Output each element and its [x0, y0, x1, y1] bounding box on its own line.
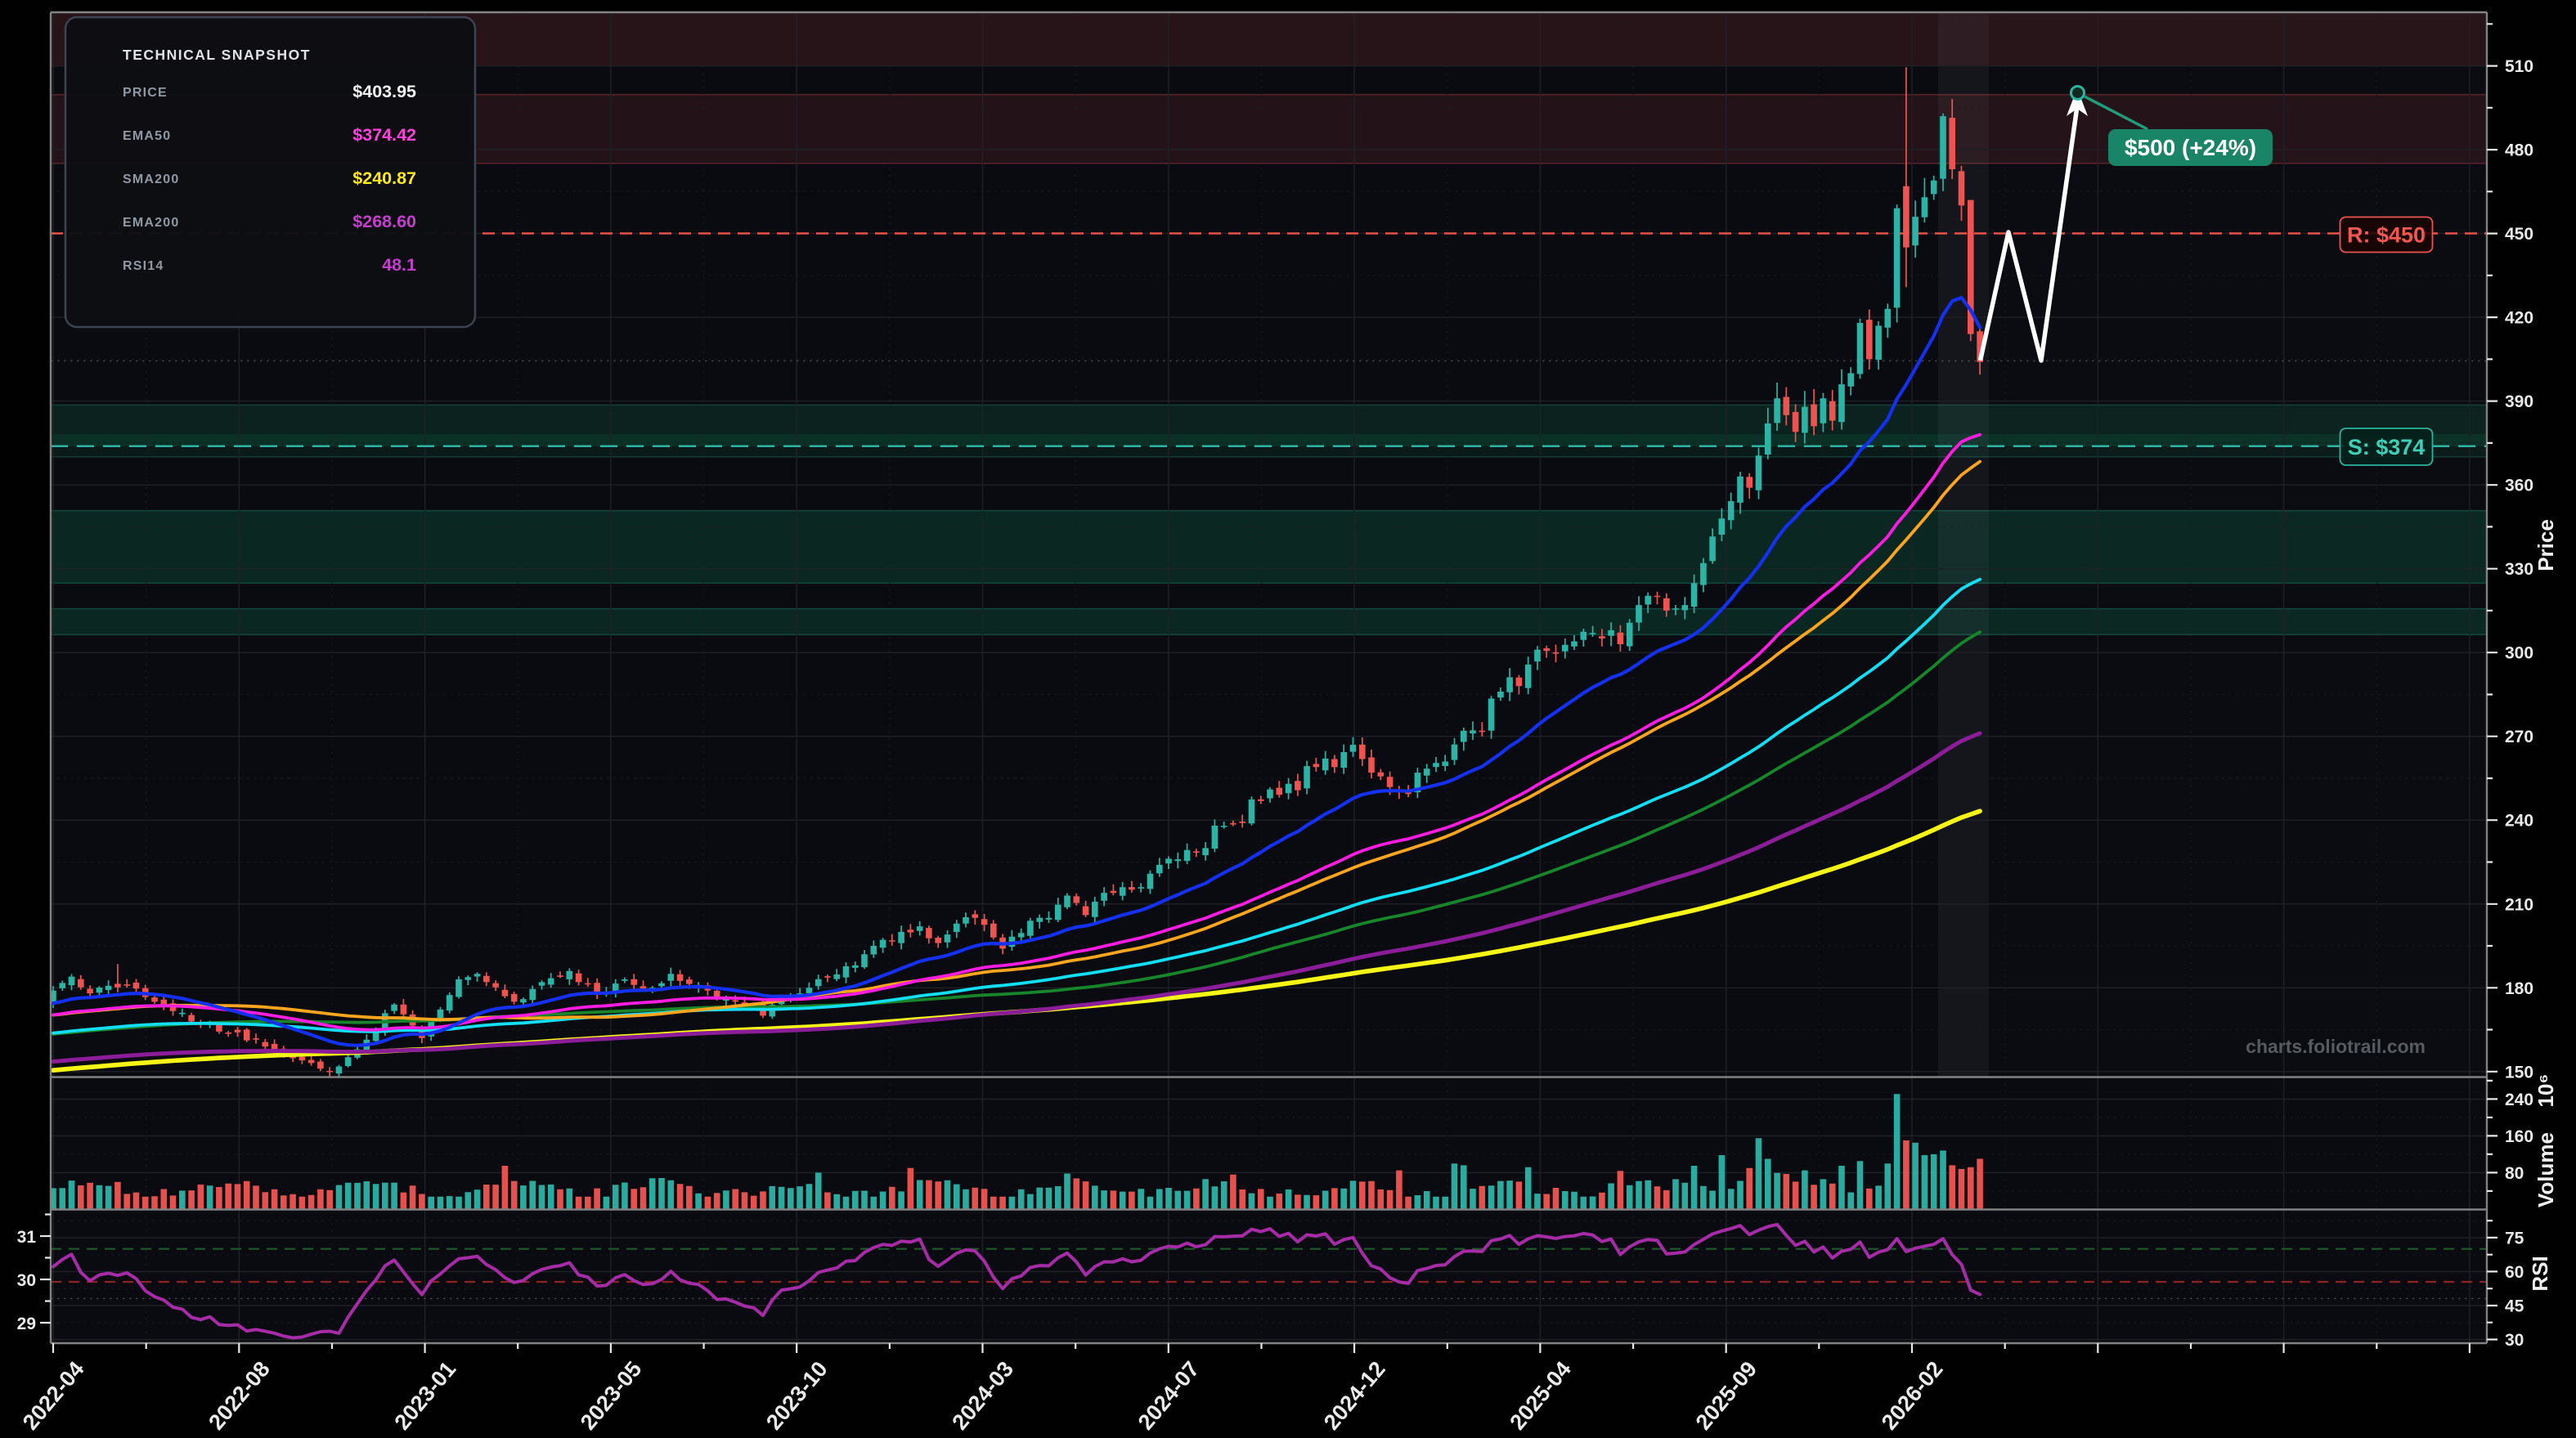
- svg-text:10⁶: 10⁶: [2533, 1074, 2558, 1108]
- svg-text:240: 240: [2505, 812, 2533, 831]
- svg-text:$403.95: $403.95: [352, 82, 416, 101]
- svg-text:240: 240: [2505, 1091, 2533, 1109]
- svg-text:45: 45: [2505, 1297, 2524, 1316]
- svg-text:Volume: Volume: [2533, 1132, 2558, 1207]
- svg-text:$240.87: $240.87: [352, 168, 416, 188]
- svg-text:30: 30: [17, 1271, 36, 1290]
- svg-text:$374.42: $374.42: [352, 125, 416, 145]
- svg-text:SMA200: SMA200: [123, 172, 179, 186]
- svg-text:29: 29: [17, 1315, 36, 1333]
- svg-text:270: 270: [2505, 728, 2533, 746]
- svg-text:charts.foliotrail.com: charts.foliotrail.com: [2246, 1036, 2426, 1057]
- svg-text:30: 30: [2505, 1331, 2524, 1350]
- svg-text:S: $374: S: $374: [2348, 435, 2426, 459]
- svg-text:80: 80: [2505, 1164, 2524, 1183]
- svg-text:300: 300: [2505, 644, 2533, 663]
- svg-text:330: 330: [2505, 560, 2533, 579]
- svg-text:EMA200: EMA200: [123, 216, 179, 230]
- svg-text:510: 510: [2505, 57, 2533, 76]
- svg-text:31: 31: [17, 1228, 37, 1247]
- svg-text:160: 160: [2505, 1127, 2533, 1146]
- svg-text:EMA50: EMA50: [123, 129, 171, 143]
- svg-text:60: 60: [2505, 1263, 2524, 1282]
- svg-text:RSI14: RSI14: [123, 259, 164, 273]
- svg-text:75: 75: [2505, 1229, 2524, 1248]
- svg-text:$268.60: $268.60: [352, 212, 416, 231]
- svg-text:390: 390: [2505, 392, 2533, 411]
- svg-text:450: 450: [2505, 225, 2533, 244]
- svg-text:180: 180: [2505, 979, 2533, 998]
- svg-text:480: 480: [2505, 141, 2533, 160]
- svg-text:RSI: RSI: [2528, 1256, 2552, 1291]
- svg-text:360: 360: [2505, 477, 2533, 495]
- svg-text:420: 420: [2505, 309, 2533, 328]
- svg-text:210: 210: [2505, 895, 2533, 914]
- svg-text:Price: Price: [2533, 519, 2558, 571]
- svg-text:PRICE: PRICE: [123, 86, 168, 100]
- svg-text:$500 (+24%): $500 (+24%): [2125, 135, 2256, 160]
- svg-text:48.1: 48.1: [382, 255, 416, 275]
- svg-text:150: 150: [2505, 1063, 2533, 1082]
- svg-text:R: $450: R: $450: [2347, 223, 2426, 248]
- svg-text:TECHNICAL SNAPSHOT: TECHNICAL SNAPSHOT: [123, 47, 311, 63]
